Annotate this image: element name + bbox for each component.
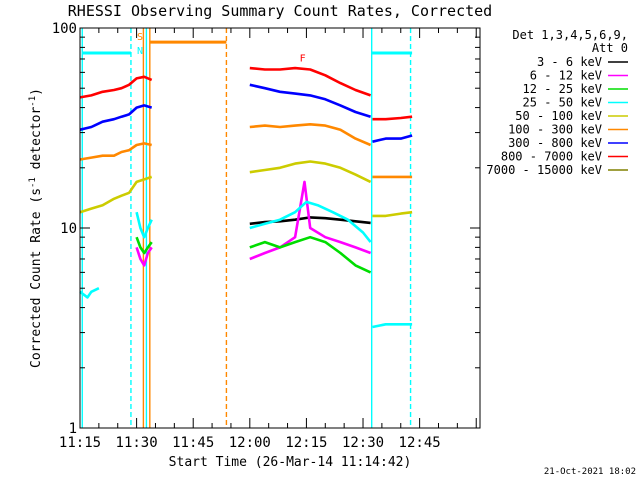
flag-letter-2: F xyxy=(300,53,306,64)
x-axis-label: Start Time (26-Mar-14 11:14:42) xyxy=(169,455,412,470)
series-line-5-0 xyxy=(79,142,152,161)
x-tick-label: 11:30 xyxy=(116,435,158,451)
legend-label: 3 - 6 keV xyxy=(537,55,602,69)
legend-label: 12 - 25 keV xyxy=(523,82,602,96)
x-tick-label: 12:15 xyxy=(285,435,327,451)
series-line-2-0 xyxy=(135,236,153,255)
y-axis-label: Corrected Count Rate (s-1 detector-1) xyxy=(28,88,44,368)
y-axis-label-sup1: -1 xyxy=(28,177,38,188)
legend-label: 100 - 300 keV xyxy=(508,123,602,137)
series-line-2-1 xyxy=(249,235,372,274)
y-axis-label-main: Corrected Count Rate (s xyxy=(29,188,44,368)
y-axis-label-sup2: -1 xyxy=(28,96,38,107)
y-axis-label-mid: detector xyxy=(29,107,44,178)
x-tick-label: 11:45 xyxy=(172,435,214,451)
series-line-3-0 xyxy=(79,287,100,299)
flag-overlay: SN F xyxy=(81,28,413,428)
series-line-4-2 xyxy=(372,210,413,218)
x-tick-label: 12:30 xyxy=(342,435,384,451)
y-tick-label: 100 xyxy=(52,21,77,37)
y-ticks: 1 10 100 xyxy=(52,21,480,437)
series-line-7-2 xyxy=(372,115,413,121)
series-line-3-2 xyxy=(249,200,372,243)
x-ticks: 11:15 11:30 11:45 12:00 12:15 12:30 12:45 xyxy=(59,28,477,451)
date-stamp: 21-Oct-2021 18:02 xyxy=(544,467,636,477)
x-tick-label: 12:00 xyxy=(229,435,271,451)
legend-label: 50 - 100 keV xyxy=(515,109,602,123)
legend-label: 25 - 50 keV xyxy=(523,96,602,110)
series-layer xyxy=(79,66,413,329)
chart-title: RHESSI Observing Summary Count Rates, Co… xyxy=(68,2,492,20)
series-line-3-3 xyxy=(372,323,413,329)
series-line-7-0 xyxy=(79,75,153,99)
legend-label: 6 - 12 keV xyxy=(530,69,602,83)
series-line-6-2 xyxy=(372,134,413,143)
series-line-4-1 xyxy=(249,160,372,184)
legend-label: 300 - 800 keV xyxy=(508,136,602,150)
series-line-6-0 xyxy=(79,104,153,131)
series-line-1-0 xyxy=(135,246,153,267)
series-line-7-1 xyxy=(249,66,372,97)
series-line-1-1 xyxy=(249,180,372,261)
legend-label: 7000 - 15000 keV xyxy=(486,163,602,177)
x-tick-label: 11:15 xyxy=(59,435,101,451)
flag-letter-1: N xyxy=(137,46,143,57)
y-tick-label: 1 xyxy=(69,421,77,437)
flag-letter-0: S xyxy=(137,32,143,43)
legend-header-attenuator: Att 0 xyxy=(592,41,628,55)
y-tick-label: 10 xyxy=(60,221,77,237)
y-axis-label-end: ) xyxy=(29,88,44,96)
legend-header-detectors: Det 1,3,4,5,6,9, xyxy=(512,28,628,42)
series-line-5-1 xyxy=(249,123,372,147)
series-line-3-1 xyxy=(135,211,153,239)
x-tick-label: 12:45 xyxy=(399,435,441,451)
series-line-6-1 xyxy=(249,83,371,118)
legend-label: 800 - 7000 keV xyxy=(501,150,602,164)
series-line-4-0 xyxy=(79,175,153,214)
